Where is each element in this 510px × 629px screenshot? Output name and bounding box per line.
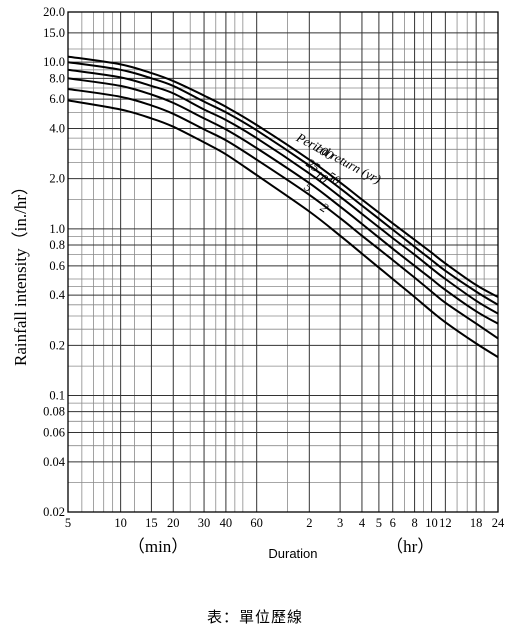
- x-tick-label: 18: [470, 516, 483, 530]
- x-unit-min-label: （min）: [128, 537, 188, 556]
- x-tick-label: 5: [65, 516, 71, 530]
- idf-curve-50: [67, 61, 499, 306]
- y-tick-label: 0.04: [43, 455, 66, 469]
- y-tick-label: 15.0: [43, 26, 65, 40]
- x-unit-hr-label: （hr）: [386, 537, 434, 556]
- x-tick-label: 40: [220, 516, 233, 530]
- idf-curve-10: [67, 77, 499, 325]
- x-tick-label: 4: [359, 516, 366, 530]
- y-tick-label: 0.6: [49, 259, 65, 273]
- y-tick-label: 0.1: [49, 389, 65, 403]
- x-tick-label: 5: [376, 516, 382, 530]
- x-tick-label: 20: [167, 516, 180, 530]
- y-tick-label: 0.08: [43, 405, 65, 419]
- x-tick-label: 12: [439, 516, 452, 530]
- chart-caption: 表：單位歷線: [206, 608, 303, 626]
- grid-lines: [67, 11, 499, 513]
- x-tick-label: 10: [425, 516, 438, 530]
- idf-curve-25: [67, 68, 499, 315]
- x-tick-label: 60: [250, 516, 263, 530]
- x-tick-label: 24: [492, 516, 505, 530]
- y-tick-label: 4.0: [49, 121, 65, 135]
- y-tick-label: 10.0: [43, 55, 65, 69]
- x-axis-label: Duration: [268, 546, 317, 561]
- y-tick-label: 8.0: [49, 71, 65, 85]
- y-tick-label: 0.8: [49, 238, 65, 252]
- idf-curve-100: [67, 55, 499, 298]
- x-tick-labels: 5 10 15 20 30 40 60 2 3 4 5 6 8 10 12 18 24: [65, 516, 505, 530]
- y-tick-label: 2.0: [49, 172, 65, 186]
- x-tick-label: 30: [198, 516, 211, 530]
- x-tick-label: 10: [114, 516, 127, 530]
- y-tick-label: 0.02: [43, 505, 65, 519]
- y-tick-label: 0.4: [49, 288, 65, 302]
- y-tick-label: 20.0: [43, 5, 65, 19]
- x-tick-label: 2: [306, 516, 312, 530]
- x-tick-label: 6: [390, 516, 396, 530]
- x-tick-label: 15: [145, 516, 158, 530]
- y-tick-label: 0.06: [43, 425, 65, 439]
- x-tick-label: 8: [411, 516, 417, 530]
- idf-curve-5: [67, 88, 499, 340]
- y-axis-label: Rainfall intensity（in./hr）: [11, 178, 30, 366]
- plot-frame: [67, 11, 499, 513]
- idf-curve-2: [67, 99, 499, 358]
- y-tick-labels: 20.0 15.0 10.0 8.0 6.0 4.0 2.0 1.0 0.8 0.6 0.4 0.2 0…: [43, 5, 66, 519]
- x-tick-label: 3: [337, 516, 343, 530]
- y-tick-label: 1.0: [49, 222, 65, 236]
- y-tick-label: 0.2: [49, 338, 65, 352]
- idf-curves: [67, 55, 499, 358]
- y-tick-label: 6.0: [49, 92, 65, 106]
